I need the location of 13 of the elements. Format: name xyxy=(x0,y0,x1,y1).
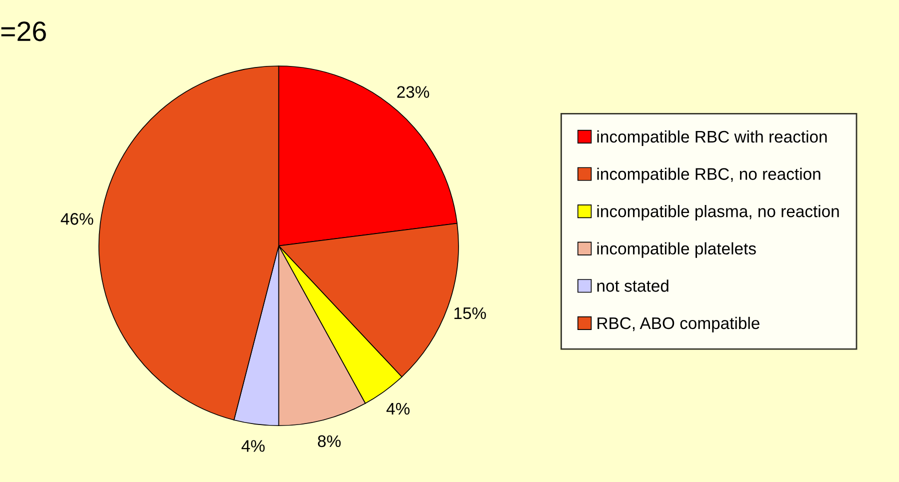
data-label: 46% xyxy=(60,213,94,225)
data-label: 4% xyxy=(242,440,265,452)
data-label: 15% xyxy=(454,307,486,320)
text: =26 xyxy=(1,22,46,42)
data-label: 4% xyxy=(386,402,410,415)
legend-label: incompatible plasma, no reaction xyxy=(597,204,839,221)
legend-label: not stated xyxy=(597,280,668,292)
data-label: 23% xyxy=(397,86,430,98)
data-label: 8% xyxy=(318,435,341,448)
legend-label: incompatible RBC, no reaction xyxy=(597,168,820,184)
legend-label: RBC, ABO compatible xyxy=(598,316,760,332)
legend-label: incompatible RBC with reaction xyxy=(597,130,827,146)
legend-label: incompatible platelets xyxy=(597,242,756,258)
